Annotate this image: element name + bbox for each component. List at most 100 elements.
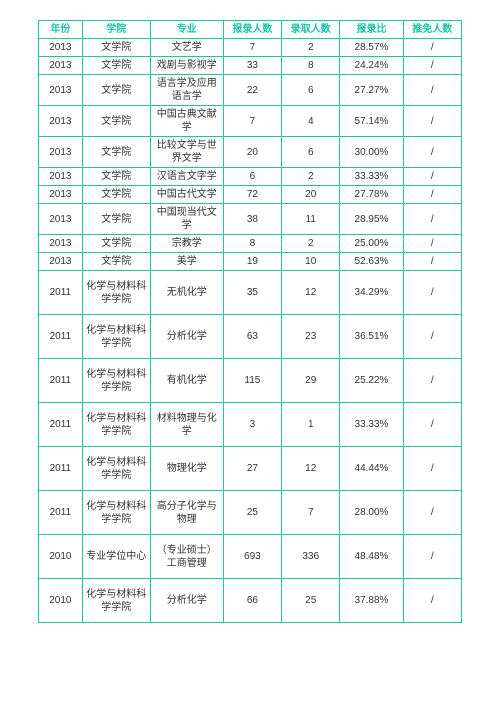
cell-admit: 8 [282,57,340,75]
header-apply: 报录人数 [223,21,281,39]
table-row: 2013文学院中国古代文学722027.78%/ [39,186,462,204]
table-row: 2011化学与材料科学学院高分子化学与物理25728.00%/ [39,491,462,535]
cell-apply: 7 [223,106,281,137]
cell-ratio: 37.88% [340,579,403,623]
table-row: 2011化学与材料科学学院材料物理与化学3133.33%/ [39,403,462,447]
table-row: 2011化学与材料科学学院无机化学351234.29%/ [39,271,462,315]
cell-ratio: 27.78% [340,186,403,204]
cell-admit: 10 [282,253,340,271]
cell-major: 汉语言文字学 [150,168,223,186]
cell-year: 2011 [39,403,83,447]
cell-exempt: / [403,75,461,106]
cell-major: 戏剧与影视学 [150,57,223,75]
cell-college: 专业学位中心 [82,535,150,579]
cell-college: 化学与材料科学学院 [82,447,150,491]
cell-exempt: / [403,253,461,271]
header-admit: 录取人数 [282,21,340,39]
table-row: 2013文学院戏剧与影视学33824.24%/ [39,57,462,75]
cell-college: 文学院 [82,75,150,106]
cell-college: 化学与材料科学学院 [82,579,150,623]
cell-admit: 6 [282,75,340,106]
cell-major: 语言学及应用语言学 [150,75,223,106]
cell-ratio: 57.14% [340,106,403,137]
cell-exempt: / [403,137,461,168]
cell-admit: 336 [282,535,340,579]
cell-admit: 11 [282,204,340,235]
cell-year: 2013 [39,168,83,186]
cell-apply: 8 [223,235,281,253]
cell-exempt: / [403,235,461,253]
cell-ratio: 44.44% [340,447,403,491]
cell-major: 美学 [150,253,223,271]
cell-year: 2013 [39,106,83,137]
cell-year: 2010 [39,579,83,623]
table-row: 2013文学院美学191052.63%/ [39,253,462,271]
cell-ratio: 25.00% [340,235,403,253]
cell-college: 文学院 [82,106,150,137]
table-row: 2013文学院中国现当代文学381128.95%/ [39,204,462,235]
cell-exempt: / [403,168,461,186]
cell-exempt: / [403,535,461,579]
table-body: 2013文学院文艺学7228.57%/2013文学院戏剧与影视学33824.24… [39,39,462,623]
cell-college: 文学院 [82,186,150,204]
cell-apply: 27 [223,447,281,491]
admissions-table: 年份 学院 专业 报录人数 录取人数 报录比 推免人数 2013文学院文艺学72… [38,20,462,623]
cell-ratio: 24.24% [340,57,403,75]
cell-year: 2011 [39,491,83,535]
cell-apply: 33 [223,57,281,75]
cell-admit: 2 [282,168,340,186]
cell-admit: 4 [282,106,340,137]
cell-ratio: 27.27% [340,75,403,106]
cell-admit: 25 [282,579,340,623]
cell-exempt: / [403,39,461,57]
cell-ratio: 36.51% [340,315,403,359]
table-row: 2013文学院文艺学7228.57%/ [39,39,462,57]
cell-major: 中国现当代文学 [150,204,223,235]
cell-college: 文学院 [82,168,150,186]
cell-exempt: / [403,57,461,75]
cell-ratio: 25.22% [340,359,403,403]
cell-admit: 23 [282,315,340,359]
cell-exempt: / [403,359,461,403]
cell-college: 化学与材料科学学院 [82,403,150,447]
cell-admit: 12 [282,271,340,315]
cell-exempt: / [403,491,461,535]
cell-year: 2010 [39,535,83,579]
cell-admit: 20 [282,186,340,204]
cell-college: 化学与材料科学学院 [82,271,150,315]
table-row: 2010化学与材料科学学院分析化学662537.88%/ [39,579,462,623]
cell-year: 2013 [39,235,83,253]
cell-ratio: 30.00% [340,137,403,168]
cell-ratio: 28.95% [340,204,403,235]
cell-major: 高分子化学与物理 [150,491,223,535]
cell-admit: 1 [282,403,340,447]
cell-major: 宗教学 [150,235,223,253]
cell-college: 文学院 [82,204,150,235]
cell-admit: 2 [282,235,340,253]
cell-ratio: 28.00% [340,491,403,535]
cell-exempt: / [403,403,461,447]
cell-exempt: / [403,271,461,315]
cell-exempt: / [403,186,461,204]
cell-college: 化学与材料科学学院 [82,491,150,535]
cell-major: 中国古代文学 [150,186,223,204]
cell-major: 文艺学 [150,39,223,57]
header-exempt: 推免人数 [403,21,461,39]
header-major: 专业 [150,21,223,39]
table-row: 2013文学院比较文学与世界文学20630.00%/ [39,137,462,168]
table-row: 2011化学与材料科学学院物理化学271244.44%/ [39,447,462,491]
cell-exempt: / [403,579,461,623]
cell-major: 比较文学与世界文学 [150,137,223,168]
table-row: 2011化学与材料科学学院有机化学1152925.22%/ [39,359,462,403]
cell-college: 文学院 [82,137,150,168]
cell-year: 2013 [39,75,83,106]
cell-admit: 6 [282,137,340,168]
cell-exempt: / [403,447,461,491]
header-row: 年份 学院 专业 报录人数 录取人数 报录比 推免人数 [39,21,462,39]
cell-major: 分析化学 [150,315,223,359]
cell-ratio: 52.63% [340,253,403,271]
table-row: 2013文学院语言学及应用语言学22627.27%/ [39,75,462,106]
cell-major: 无机化学 [150,271,223,315]
cell-major: 中国古典文献学 [150,106,223,137]
cell-apply: 19 [223,253,281,271]
